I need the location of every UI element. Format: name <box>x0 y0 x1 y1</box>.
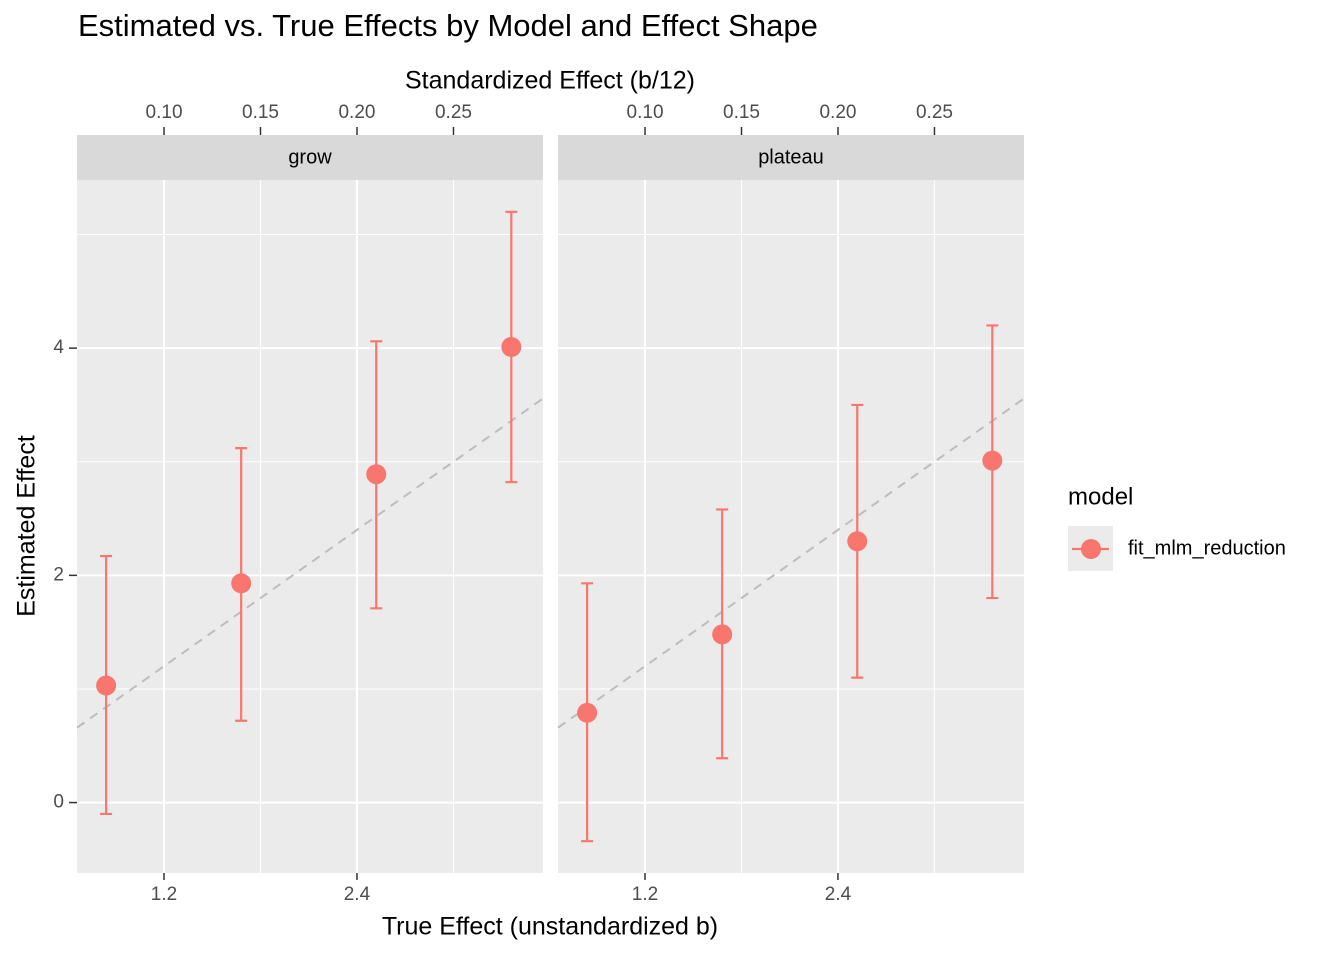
x2-tick-label: 0.25 <box>435 102 472 123</box>
x2-tick-label: 0.20 <box>338 102 375 123</box>
x-tick-label: 1.2 <box>632 884 658 905</box>
x-axis-label: True Effect (unstandardized b) <box>382 913 718 941</box>
y-axis-label: Estimated Effect <box>13 435 41 617</box>
point <box>577 702 598 723</box>
y-tick-label: 0 <box>53 792 64 813</box>
x2-tick-label: 0.25 <box>916 102 953 123</box>
x2-tick-label: 0.15 <box>242 102 279 123</box>
strip <box>77 135 543 180</box>
x2-tick-label: 0.10 <box>627 102 664 123</box>
legend-title: model <box>1068 483 1133 510</box>
panel-background <box>77 180 543 873</box>
x2-tick-label: 0.10 <box>146 102 183 123</box>
legend-point <box>1081 539 1101 559</box>
strip-label: grow <box>288 146 332 168</box>
point <box>847 531 868 552</box>
y-tick-label: 2 <box>53 564 64 585</box>
x-tick-label: 1.2 <box>151 884 177 905</box>
strip-label: plateau <box>758 146 824 168</box>
chart-title: Estimated vs. True Effects by Model and … <box>78 8 818 43</box>
legend-label: fit_mlm_reduction <box>1128 537 1286 559</box>
point <box>712 624 733 645</box>
x-tick-label: 2.4 <box>344 884 371 905</box>
x2-axis-label: Standardized Effect (b/12) <box>405 67 695 95</box>
y-tick-label: 4 <box>53 337 64 358</box>
x-tick-label: 2.4 <box>825 884 852 905</box>
point <box>231 573 252 594</box>
point <box>982 450 1003 471</box>
x2-tick-label: 0.20 <box>819 102 856 123</box>
point <box>501 337 522 358</box>
point <box>366 464 387 485</box>
strip <box>558 135 1024 180</box>
x2-tick-label: 0.15 <box>723 102 760 123</box>
point <box>96 675 117 696</box>
panel-background <box>558 180 1024 873</box>
